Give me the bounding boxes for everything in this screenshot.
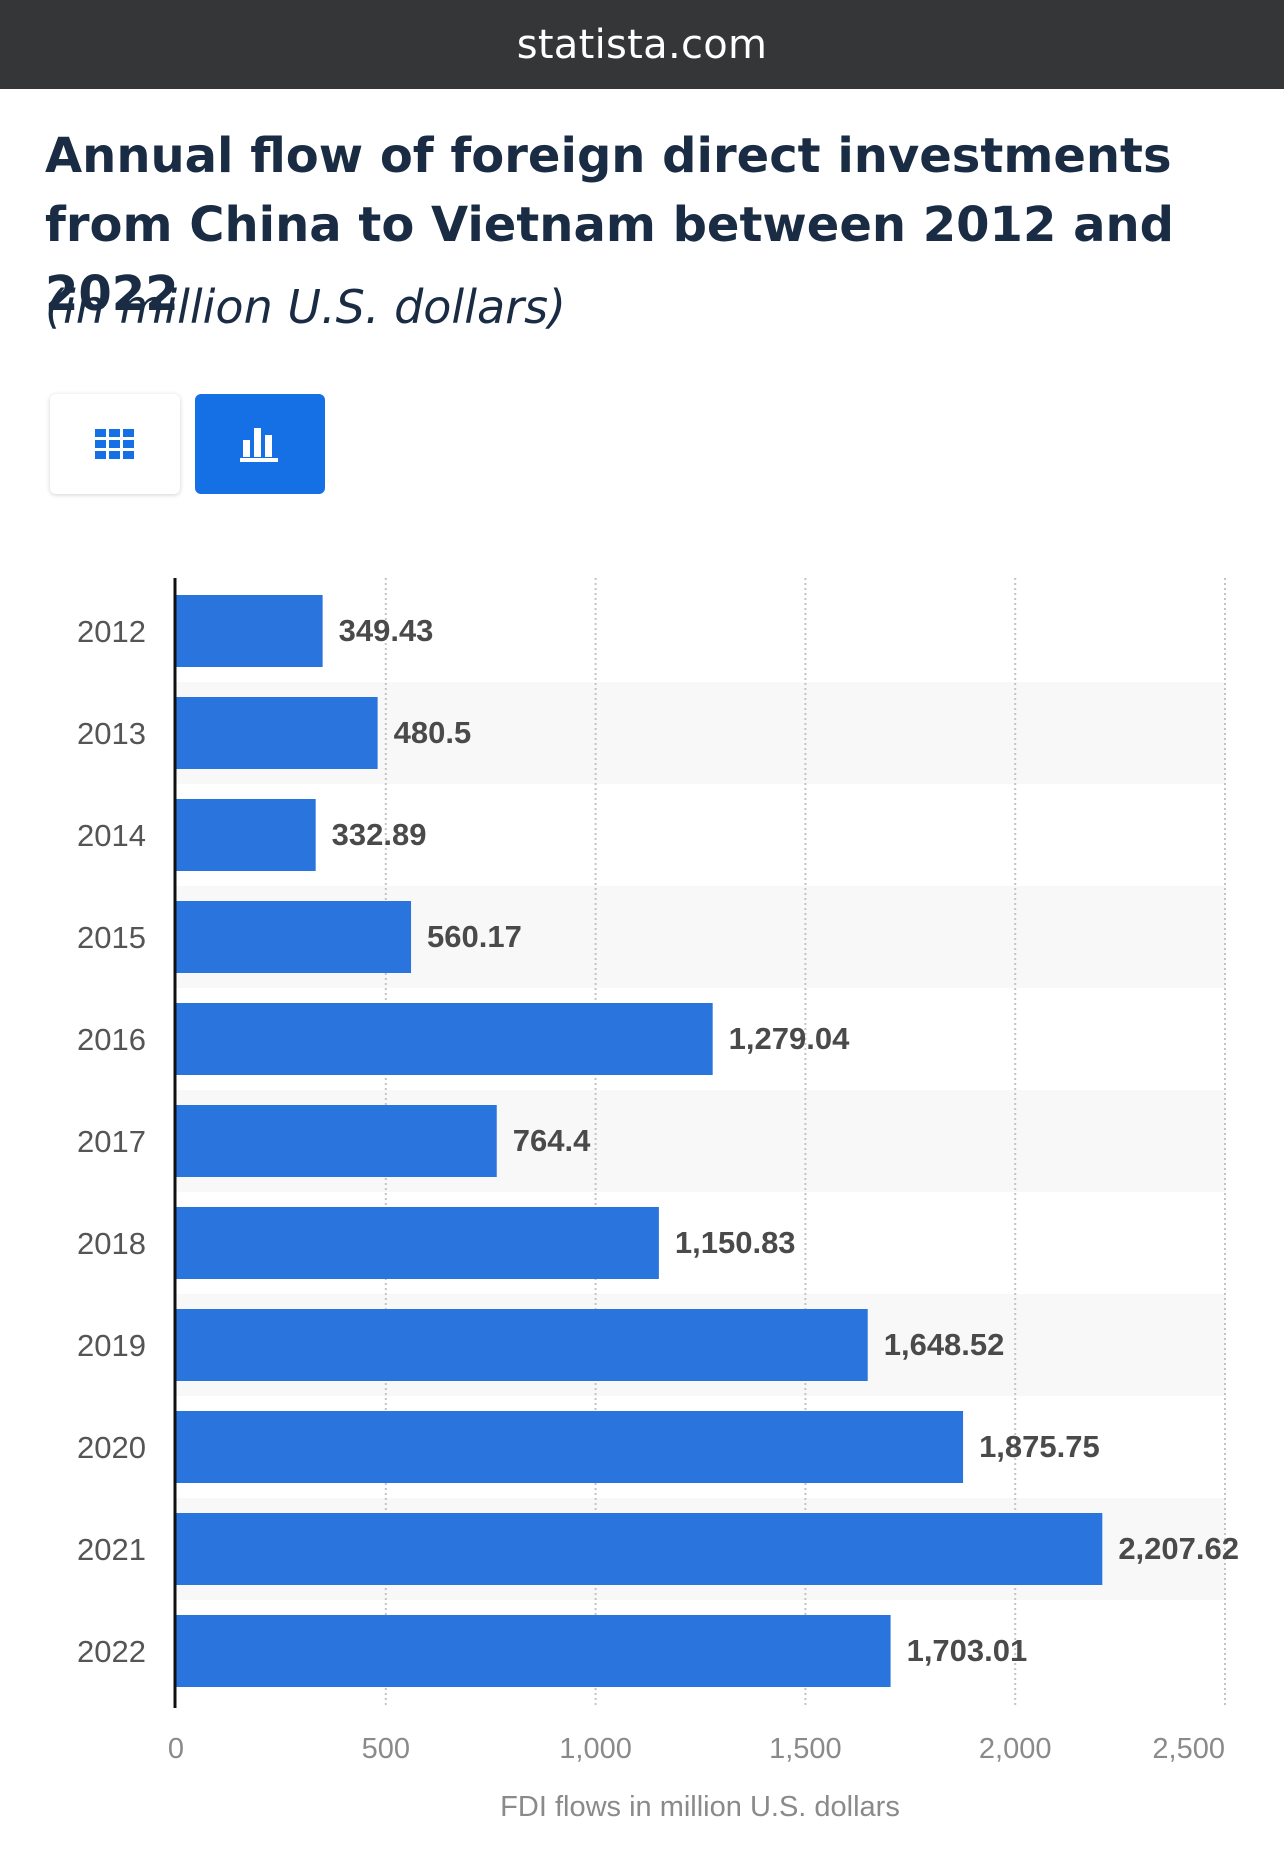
x-tick-label: 2,500: [1152, 1733, 1225, 1765]
chart-subtitle: (in million U.S. dollars): [45, 280, 567, 334]
category-label: 2019: [77, 1328, 146, 1363]
bar: [176, 1513, 1103, 1585]
bar: [176, 1207, 659, 1279]
category-label: 2022: [77, 1634, 146, 1669]
bar-chart: 349.43 2012 480.5 2013 332.89 2014 560.17 2015 1…: [77, 578, 1239, 1823]
category-label: 2017: [77, 1124, 146, 1159]
bar: [176, 799, 316, 871]
top-bar: statista.com: [0, 0, 1284, 89]
chart-view-button[interactable]: [195, 394, 325, 494]
data-label: 764.4: [513, 1123, 591, 1158]
bar: [176, 1003, 713, 1075]
data-label: 2,207.62: [1118, 1531, 1239, 1566]
data-label: 1,279.04: [729, 1021, 850, 1056]
bar: [176, 1105, 497, 1177]
data-label: 1,875.75: [979, 1429, 1100, 1464]
category-label: 2016: [77, 1022, 146, 1057]
site-domain[interactable]: statista.com: [516, 21, 768, 68]
category-label: 2013: [77, 716, 146, 751]
data-label: 480.5: [394, 715, 472, 750]
category-label: 2015: [77, 920, 146, 955]
x-tick-label: 0: [168, 1733, 184, 1765]
category-label: 2021: [77, 1532, 146, 1567]
x-tick-label: 1,500: [769, 1733, 842, 1765]
category-label: 2012: [77, 614, 146, 649]
x-tick-label: 2,000: [979, 1733, 1052, 1765]
table-view-button[interactable]: [50, 394, 180, 494]
data-label: 560.17: [427, 919, 522, 954]
bar: [176, 697, 378, 769]
bar-chart-icon: [240, 428, 278, 462]
data-label: 1,648.52: [884, 1327, 1005, 1362]
table-grid-icon: [95, 429, 134, 459]
x-tick-label: 1,000: [559, 1733, 632, 1765]
data-label: 349.43: [339, 613, 434, 648]
bar: [176, 1309, 868, 1381]
x-axis-title: FDI flows in million U.S. dollars: [500, 1791, 900, 1823]
bar: [176, 901, 412, 973]
data-label: 1,150.83: [675, 1225, 796, 1260]
category-label: 2014: [77, 818, 146, 853]
data-label: 1,703.01: [907, 1633, 1028, 1668]
category-label: 2018: [77, 1226, 146, 1261]
x-tick-label: 500: [362, 1733, 410, 1765]
category-label: 2020: [77, 1430, 146, 1465]
bar: [176, 595, 323, 667]
data-label: 332.89: [332, 817, 427, 852]
bar: [176, 1615, 891, 1687]
bar: [176, 1411, 964, 1483]
chart-title: Annual flow of foreign direct investment…: [45, 128, 1174, 322]
